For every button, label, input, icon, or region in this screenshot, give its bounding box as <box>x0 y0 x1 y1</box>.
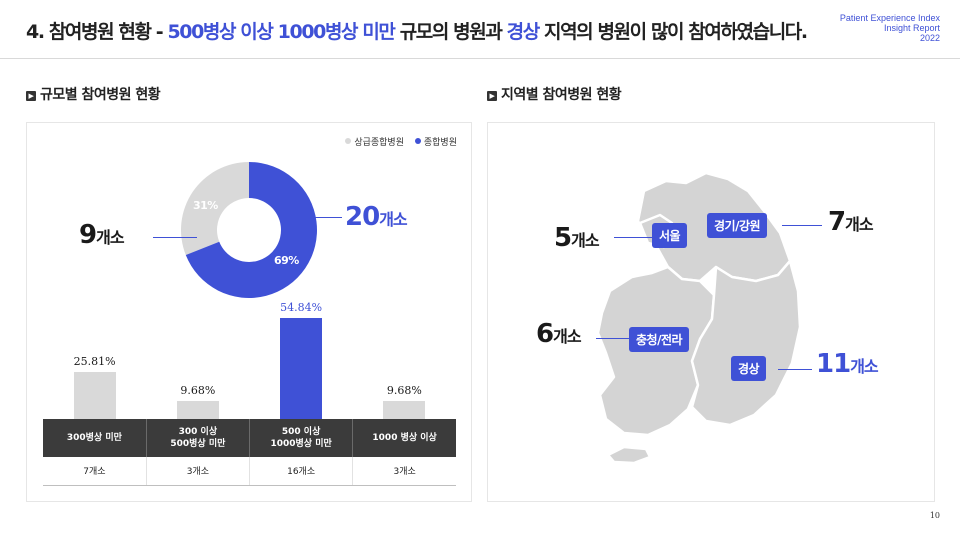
count-general-number: 20 <box>345 202 380 232</box>
bar-value-label: 54.84% <box>280 301 323 315</box>
legend-label-tertiary: 상급종합병원 <box>354 138 404 148</box>
table-cell: 7개소 <box>43 457 147 486</box>
report-line-1: Patient Experience Index <box>839 13 940 23</box>
count-general: 20개소 <box>345 202 408 232</box>
region-tag-seoul: 서울 <box>652 223 688 248</box>
report-line-2: Insight Report <box>883 23 940 33</box>
donut-slice-tertiary <box>181 162 249 256</box>
count-gyeongsang-number: 11 <box>816 349 851 379</box>
section-title-size: ▶ 규모별 참여병원 현황 <box>26 84 161 104</box>
count-gyeonggi-unit: 개소 <box>845 215 873 234</box>
count-general-unit: 개소 <box>379 210 407 229</box>
title-highlight-region: 경상 <box>506 21 541 43</box>
page-header: 4. 참여병원 현황 - 500병상 이상 1000병상 미만 규모의 병원과 … <box>0 0 960 59</box>
table-cell: 3개소 <box>146 457 251 486</box>
header-text: 500 이상 <box>281 427 321 437</box>
table-header-cell: 1000 병상 이상 <box>352 419 456 457</box>
count-seoul-number: 5 <box>554 223 572 253</box>
count-chungcheong-unit: 개소 <box>553 327 581 346</box>
donut-chart <box>181 162 317 298</box>
bar-value-label: 9.68% <box>386 384 422 398</box>
leader-line-gyeonggi <box>782 225 822 226</box>
bar-4 <box>383 401 426 419</box>
title-middle: 규모의 병원과 <box>394 21 507 43</box>
leader-line-seoul <box>614 237 652 238</box>
leader-line-general <box>307 217 342 218</box>
section-title-region-label: 지역별 참여병원 현황 <box>501 87 622 103</box>
count-gyeonggi-number: 7 <box>828 207 846 237</box>
page-title: 4. 참여병원 현황 - 500병상 이상 1000병상 미만 규모의 병원과 … <box>26 17 808 44</box>
count-tertiary: 9개소 <box>79 220 125 250</box>
bar-value-label: 25.81% <box>73 354 116 368</box>
chevron-right-icon: ▶ <box>487 91 497 101</box>
korea-map <box>596 171 802 463</box>
count-seoul-unit: 개소 <box>571 231 599 250</box>
size-panel: 상급종합병원 종합병원 31% 69% 9개소 20개소 25.81% 9.68%… <box>26 122 472 502</box>
region-panel: 서울 경기/강원 충청/전라 경상 5개소 7개소 6개소 11개소 <box>487 122 935 502</box>
table-header-cell: 500 이상 1000병상 미만 <box>249 419 354 457</box>
count-gyeonggi-gangwon: 7개소 <box>828 207 874 237</box>
table-row: 7개소 3개소 16개소 3개소 <box>43 457 456 486</box>
size-table: 300병상 미만 300 이상 500병상 미만 500 이상 1000병상 미만 … <box>43 419 456 486</box>
table-cell: 3개소 <box>352 457 456 486</box>
bar-2 <box>176 401 219 419</box>
header-text: 300 이상 <box>178 427 218 437</box>
count-gyeongsang: 11개소 <box>816 349 879 379</box>
region-tag-gyeongsang: 경상 <box>731 356 767 381</box>
table-header-row: 300병상 미만 300 이상 500병상 미만 500 이상 1000병상 미만 … <box>43 419 456 457</box>
count-tertiary-number: 9 <box>79 220 97 250</box>
table-header-cell: 300병상 미만 <box>43 419 147 457</box>
title-prefix: 4. 참여병원 현황 - <box>26 21 168 43</box>
legend-dot-gray <box>345 138 352 144</box>
header-text: 300병상 미만 <box>66 433 122 443</box>
bar-3 <box>280 318 323 419</box>
section-title-region: ▶ 지역별 참여병원 현황 <box>487 84 622 104</box>
bar-value-label: 9.68% <box>180 384 216 398</box>
bar-1 <box>73 371 116 419</box>
table-cell: 16개소 <box>249 457 354 486</box>
map-region-jeju <box>606 445 652 463</box>
region-tag-gyeonggi-gangwon: 경기/강원 <box>707 213 768 238</box>
title-suffix: 지역의 병원이 많이 참여하였습니다. <box>538 21 808 43</box>
legend-label-general: 종합병원 <box>423 138 457 148</box>
count-tertiary-unit: 개소 <box>96 228 124 247</box>
page-number: 10 <box>929 511 940 520</box>
leader-line-gyeongsang <box>778 369 812 370</box>
donut-legend: 상급종합병원 종합병원 <box>337 135 457 148</box>
leader-line-chungcheong <box>596 338 629 339</box>
donut-label-tertiary: 31% <box>193 199 218 212</box>
report-brand: Patient Experience Index Insight Report … <box>840 13 940 43</box>
chevron-right-icon: ▶ <box>26 91 36 101</box>
donut-label-general: 69% <box>274 254 299 267</box>
count-gyeongsang-unit: 개소 <box>850 357 878 376</box>
count-chungcheong-jeolla: 6개소 <box>536 319 582 349</box>
legend-dot-blue <box>414 138 421 144</box>
table-header-cell: 300 이상 500병상 미만 <box>146 419 251 457</box>
count-seoul: 5개소 <box>554 223 600 253</box>
region-tag-chungcheong-jeolla: 충청/전라 <box>629 327 690 352</box>
title-highlight-size: 500병상 이상 1000병상 미만 <box>167 21 395 43</box>
count-chungcheong-number: 6 <box>536 319 554 349</box>
map-region-gyeongsang <box>690 259 802 427</box>
header-text: 500병상 미만 <box>170 439 226 449</box>
donut-slice-general <box>185 162 317 298</box>
header-text: 1000병상 미만 <box>270 439 332 449</box>
leader-line-tertiary <box>153 237 197 238</box>
header-text: 1000 병상 이상 <box>372 433 437 443</box>
section-title-size-label: 규모별 참여병원 현황 <box>40 87 161 103</box>
report-year: 2022 <box>919 33 940 43</box>
